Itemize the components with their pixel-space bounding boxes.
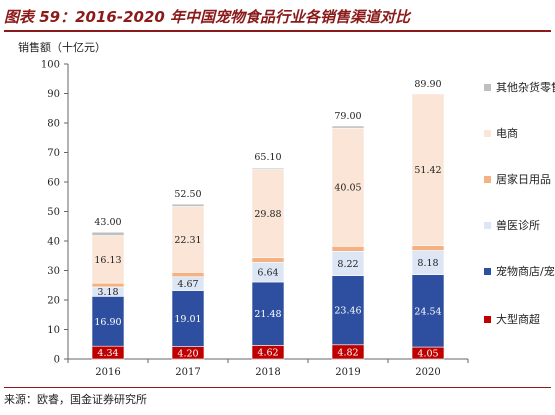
legend-swatch (484, 268, 491, 275)
total-label: 65.10 (254, 152, 281, 163)
bar-segment (411, 245, 445, 251)
bar-segment (251, 281, 285, 346)
bar-segment (331, 127, 365, 247)
bar-segment (171, 272, 205, 278)
bar-segment (411, 250, 445, 275)
legend-label: 其他杂货零售 (496, 80, 555, 94)
y-tick-label: 40 (47, 237, 60, 248)
data-label: 23.46 (334, 306, 361, 317)
bar-segment (411, 93, 445, 246)
bar-segment (331, 251, 365, 276)
total-label: 52.50 (174, 189, 201, 200)
total-label: 79.00 (334, 111, 361, 122)
data-label: 8.18 (417, 258, 438, 269)
y-tick-label: 70 (47, 148, 60, 159)
bar-segment (171, 203, 205, 207)
bar-segment (251, 169, 285, 258)
bar-segment (411, 274, 445, 348)
data-label: 4.20 (177, 348, 198, 359)
data-label: 8.22 (337, 259, 358, 270)
y-tick-label: 60 (47, 178, 60, 189)
bar-segment (251, 167, 285, 170)
bar-segment (251, 257, 285, 263)
data-label: 16.13 (94, 255, 121, 266)
bar-segment (171, 290, 205, 347)
x-tick-label: 2016 (95, 367, 120, 378)
legend-label: 大型商超 (496, 312, 540, 326)
legend-swatch (484, 222, 491, 229)
y-tick-label: 80 (47, 119, 60, 130)
data-label: 24.54 (414, 306, 441, 317)
legend-label: 电商 (496, 126, 518, 140)
data-label: 3.18 (97, 287, 118, 298)
y-tick-label: 90 (47, 89, 60, 100)
legend-swatch (484, 84, 491, 91)
total-label: 43.00 (94, 217, 121, 228)
data-label: 4.05 (417, 349, 438, 360)
data-label: 40.05 (334, 183, 361, 194)
data-label: 22.31 (174, 235, 201, 246)
legend-swatch (484, 130, 491, 137)
data-label: 4.34 (97, 348, 118, 359)
figure-title: 图表 59：2016-2020 年中国宠物食品行业各销售渠道对比 (4, 6, 551, 32)
bar-segment (91, 282, 125, 288)
y-tick-label: 10 (47, 325, 60, 336)
data-label: 19.01 (174, 314, 201, 325)
total-label: 89.90 (414, 79, 441, 90)
y-axis-label: 销售额（十亿元） (18, 40, 106, 54)
y-tick-label: 0 (54, 355, 60, 366)
data-label: 16.90 (94, 317, 121, 328)
data-label: 4.67 (177, 279, 198, 290)
legend-label: 居家日用品 (496, 172, 551, 186)
x-tick-label: 2017 (175, 367, 200, 378)
bar-segment (171, 206, 205, 273)
data-label: 4.82 (337, 347, 358, 358)
bar-segment (91, 231, 125, 236)
legend-swatch (484, 176, 491, 183)
y-tick-label: 30 (47, 266, 60, 277)
y-tick-label: 100 (41, 60, 60, 71)
data-label: 4.62 (257, 348, 278, 359)
bar-segment (331, 125, 365, 129)
legend-label: 兽医诊所 (496, 218, 540, 232)
y-tick-label: 50 (47, 207, 60, 218)
data-label: 21.48 (254, 309, 281, 320)
data-label: 6.64 (257, 268, 278, 279)
bar-segment (91, 235, 125, 284)
data-label: 51.42 (414, 165, 441, 176)
y-tick-label: 20 (47, 296, 60, 307)
legend-swatch (484, 316, 491, 323)
bar-segment (331, 275, 365, 346)
x-tick-label: 2020 (415, 367, 440, 378)
legend-label: 宠物商店/宠物医院 (496, 264, 555, 278)
x-tick-label: 2018 (255, 367, 280, 378)
bar-segment (331, 246, 365, 252)
data-label: 29.88 (254, 209, 281, 220)
bar-segment (91, 296, 125, 347)
x-tick-label: 2019 (335, 367, 360, 378)
source-note: 来源：欧睿，国金证券研究所 (4, 387, 551, 407)
